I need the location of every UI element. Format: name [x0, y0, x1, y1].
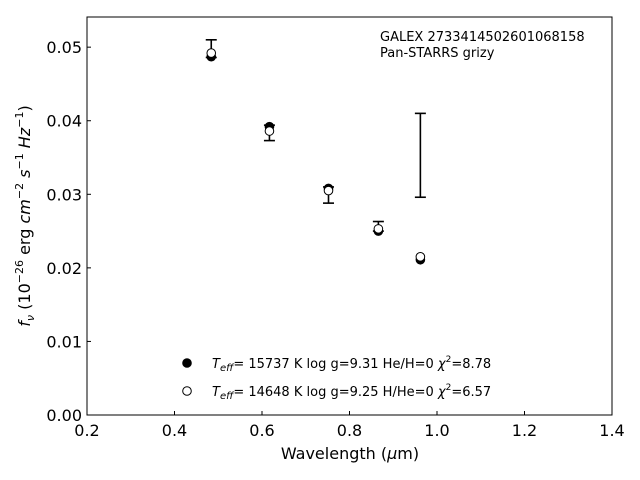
model-point-open: [323, 185, 334, 196]
y-tick-label: 0.03: [46, 185, 82, 204]
legend-marker-open: [182, 386, 192, 396]
y-tick-label: 0.00: [46, 406, 82, 425]
legend-label-open: Teff= 14648 K log g=9.25 H/He=0 χ2=6.57: [212, 383, 491, 402]
y-tick-label: 0.01: [46, 332, 82, 351]
x-tick-label: 0.2: [74, 421, 99, 440]
legend-label-filled: Teff= 15737 K log g=9.31 He/H=0 χ2=8.78: [212, 355, 491, 374]
model-point-open: [373, 224, 384, 234]
legend-marker-filled: [182, 358, 192, 368]
model-point-open: [415, 252, 426, 262]
y-axis-ticks: 0.00 0.01 0.02 0.03 0.04 0.05: [46, 38, 91, 425]
x-axis-ticks: 0.2 0.4 0.6 0.8 1.0 1.2 1.4: [74, 411, 625, 440]
model-point-open: [206, 48, 217, 58]
y-tick-label: 0.05: [46, 38, 82, 57]
x-tick-label: 1.2: [512, 421, 537, 440]
legend: Teff= 15737 K log g=9.31 He/H=0 χ2=8.78 …: [182, 355, 491, 402]
y-tick-label: 0.04: [46, 112, 82, 131]
annotation: GALEX 2733414502601068158 Pan-STARRS gri…: [380, 30, 585, 61]
plot-area: [86, 16, 613, 416]
x-tick-label: 1.0: [424, 421, 449, 440]
x-tick-label: 0.8: [337, 421, 362, 440]
x-tick-label: 0.4: [162, 421, 187, 440]
annotation-line-2: Pan-STARRS grizy: [380, 46, 495, 61]
x-axis-title: Wavelength (μm): [281, 444, 419, 463]
model-point-open: [264, 126, 275, 136]
y-tick-label: 0.02: [46, 259, 82, 278]
annotation-line-1: GALEX 2733414502601068158: [380, 30, 585, 45]
x-tick-label: 0.6: [249, 421, 274, 440]
x-tick-label: 1.4: [599, 421, 624, 440]
y-axis-title: fν (10−26 erg cm−2 s−1 Hz−1): [13, 105, 37, 326]
model-points: [206, 48, 426, 265]
